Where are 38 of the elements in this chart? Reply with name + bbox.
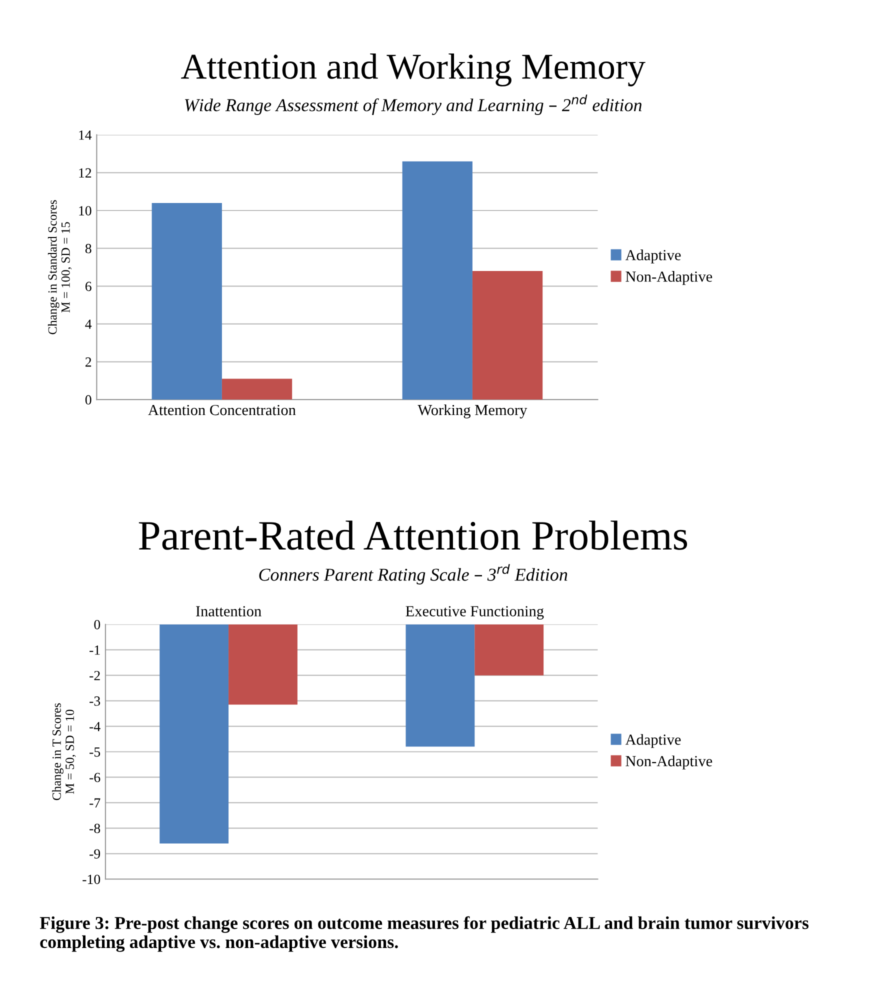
y-tick-label: 8 (85, 244, 92, 254)
y-tick-label: 12 (79, 168, 92, 178)
y-tick-label: 6 (85, 282, 92, 292)
legend-label: Non-Adaptive (626, 756, 712, 770)
chart-subtitle: Wide Range Assessment of Memory and Learning – 2$^{nd}$ edition (185, 94, 642, 116)
y-axis-title: Change in T Scores M = 50, SD = 10 (52, 703, 76, 800)
y-tick-label: 0 (85, 395, 92, 405)
y-axis-title: Change in Standard Scores M = 100, SD = 15 (48, 200, 72, 334)
y-tick-label: -1 (90, 646, 100, 655)
chart-subtitle: Conners Parent Rating Scale – 3$^{rd}$ Edition (259, 564, 568, 584)
bar (152, 202, 222, 400)
bar (222, 378, 292, 400)
legend-label: Adaptive (625, 734, 681, 748)
y-tick-label: -9 (90, 849, 100, 859)
bar (402, 161, 472, 400)
y-tick-label: -3 (90, 696, 100, 706)
y-tick-label: -8 (90, 824, 100, 834)
x-tick-label: Executive Functioning (406, 606, 544, 620)
legend-label: Adaptive (625, 250, 681, 264)
y-tick-label: -4 (90, 722, 100, 732)
y-tick-label: 10 (79, 206, 92, 216)
x-tick-label: Inattention (196, 606, 262, 616)
x-tick-label: Attention Concentration (148, 404, 296, 416)
chart-title: Parent-Rated Attention Problems (138, 520, 688, 550)
x-tick-label: Working Memory (418, 404, 528, 418)
caption: Figure 3: Pre-post change scores on outcome measures for pediatric ALL and brain tumor survivors completing adaptive vs. non-adaptive versions. (40, 916, 809, 952)
legend-label: Non-Adaptive (626, 271, 712, 285)
y-tick-label: -5 (90, 747, 100, 757)
y-tick-label: 14 (79, 130, 92, 140)
y-tick-label: 2 (85, 357, 92, 367)
y-tick-label: -10 (82, 874, 100, 884)
y-tick-label: -6 (90, 772, 100, 782)
y-tick-label: 4 (85, 320, 92, 329)
y-tick-label: -2 (90, 670, 100, 680)
y-tick-label: 0 (94, 620, 100, 630)
y-tick-label: -7 (90, 798, 100, 808)
bar (472, 271, 543, 400)
chart-title: Attention and Working Memory (181, 54, 646, 86)
